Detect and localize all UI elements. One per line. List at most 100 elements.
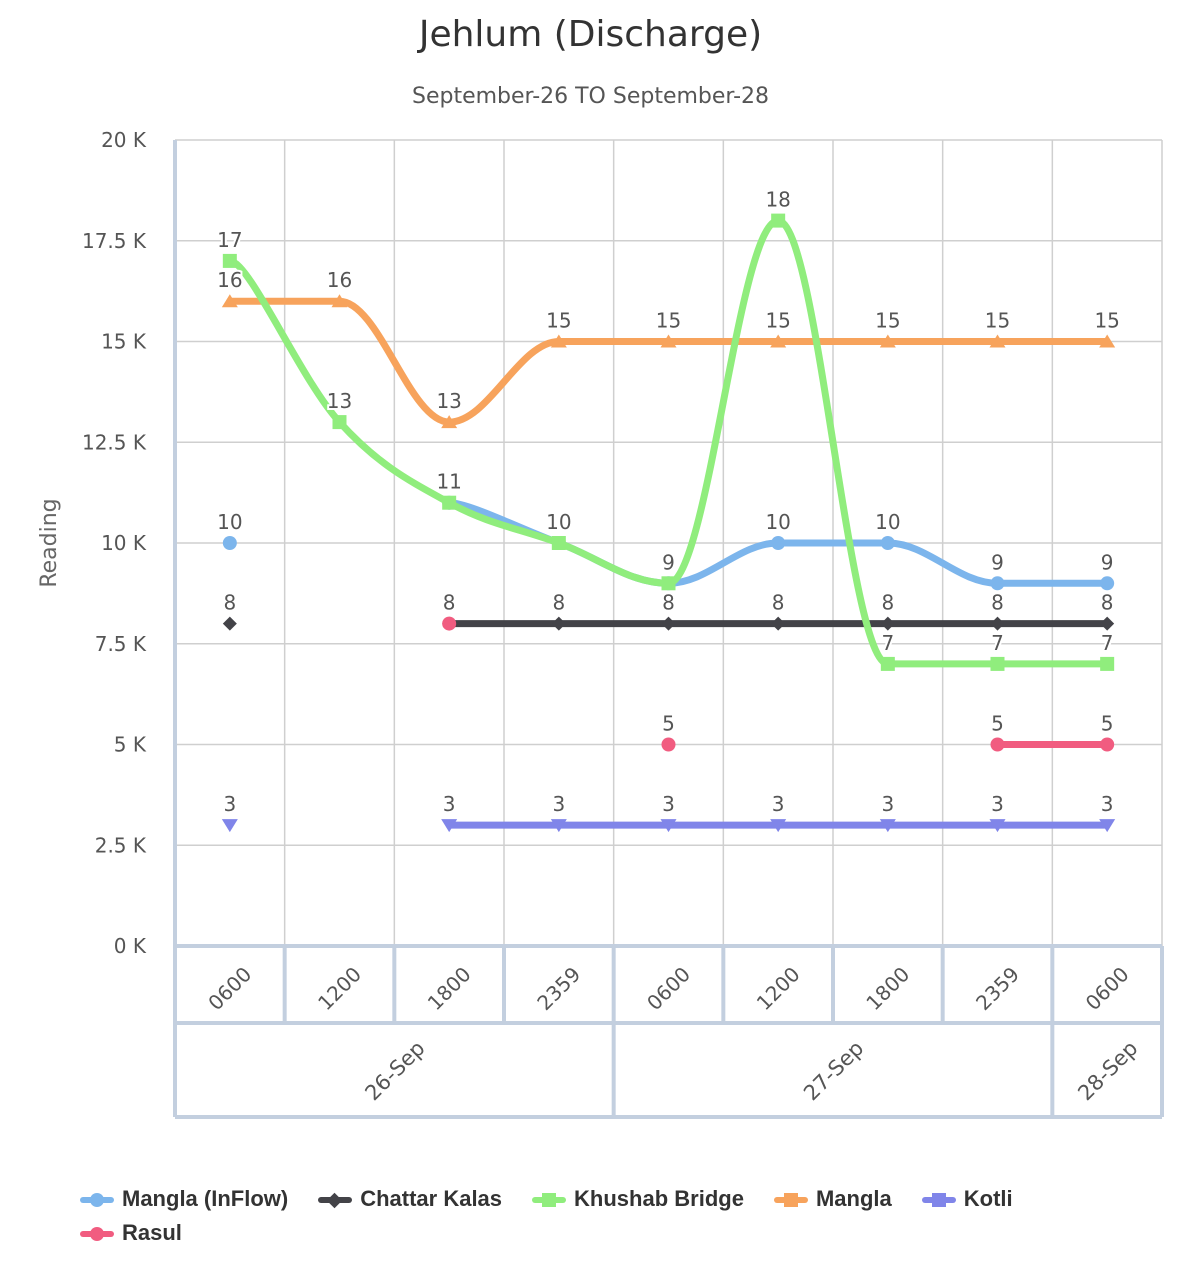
- data-point-mangla: [989, 334, 1006, 348]
- data-point-mangla: [550, 334, 567, 348]
- legend-item-kotli[interactable]: Kotli: [921, 1186, 1013, 1212]
- x-tick-label: 1800: [861, 962, 914, 1015]
- plot-area: 0 K 2.5 K 5 K 7.5 K 10 K 12.5 K 15 K 17.5 K 20 K…: [37, 128, 1164, 1119]
- data-label-chattar-kalas: 8: [552, 591, 565, 615]
- x-tick-label: 2359: [532, 962, 585, 1015]
- data-label-chattar-kalas: 8: [223, 591, 236, 615]
- legend-swatch: [921, 1193, 956, 1208]
- data-label-khushab-bridge: 7: [1101, 631, 1114, 655]
- data-point-kotli: [221, 819, 238, 833]
- data-label-kotli: 3: [552, 792, 565, 816]
- data-point-khushab-bridge: [1100, 656, 1115, 671]
- x-group-label: 26-Sep: [360, 1036, 429, 1105]
- data-point-mangla: [441, 415, 458, 429]
- legend-label: Chattar Kalas: [360, 1186, 503, 1211]
- data-label-mangla: 15: [656, 309, 681, 333]
- data-point-mangla: [879, 334, 896, 348]
- data-label-kotli: 3: [1101, 792, 1114, 816]
- data-point-chattar-kalas: [661, 616, 676, 631]
- data-point-khushab-bridge: [332, 415, 347, 430]
- legend-swatch: [80, 1227, 114, 1242]
- data-label-kotli: 3: [223, 792, 236, 816]
- data-label-mangla: 15: [985, 309, 1010, 333]
- data-label-kotli: 3: [443, 792, 456, 816]
- data-point-mangla-inflow: [771, 536, 786, 550]
- y-axis-title: Reading: [37, 498, 62, 587]
- data-point-chattar-kalas: [880, 616, 895, 631]
- data-label-mangla: 15: [1094, 309, 1119, 333]
- data-point-mangla-inflow: [880, 536, 895, 550]
- data-point-khushab-bridge: [990, 656, 1005, 671]
- data-point-rasul: [661, 737, 676, 752]
- data-label-mangla-inflow: 10: [546, 510, 571, 534]
- data-point-mangla: [331, 294, 348, 308]
- data-label-mangla: 15: [765, 309, 790, 333]
- y-tick-label: 7.5 K: [95, 632, 147, 656]
- data-label-mangla-inflow: 9: [1101, 550, 1114, 574]
- chart-title: Jehlum (Discharge): [418, 14, 763, 55]
- x-group-label: 27-Sep: [799, 1036, 868, 1105]
- legend-swatch: [773, 1193, 808, 1208]
- data-label-mangla: 13: [436, 389, 461, 413]
- y-tick-label: 2.5 K: [95, 833, 147, 857]
- x-tick-label: 1200: [313, 962, 366, 1015]
- data-point-mangla-inflow: [222, 536, 237, 550]
- data-label-rasul: 5: [662, 712, 675, 736]
- data-point-kotli: [660, 819, 677, 833]
- data-point-kotli: [550, 819, 567, 833]
- data-point-kotli: [989, 819, 1006, 833]
- data-label-mangla-inflow: 10: [765, 510, 790, 534]
- data-point-chattar-kalas: [551, 616, 566, 631]
- data-point-mangla-inflow: [1100, 576, 1115, 591]
- data-point-khushab-bridge: [880, 656, 895, 671]
- legend-swatch: [318, 1197, 353, 1204]
- data-label-khushab-bridge: 9: [662, 550, 675, 574]
- data-point-khushab-bridge: [551, 536, 566, 550]
- chart-subtitle: September-26 TO September-28: [412, 84, 769, 109]
- data-point-kotli: [1099, 819, 1116, 833]
- data-label-mangla: 16: [217, 268, 242, 292]
- legend-item-mangla-inflow[interactable]: Mangla (InFlow): [80, 1186, 288, 1212]
- data-point-khushab-bridge: [442, 495, 457, 510]
- data-point-khushab-bridge: [771, 213, 786, 228]
- data-label-khushab-bridge: 18: [765, 188, 790, 212]
- data-point-chattar-kalas: [1100, 616, 1115, 631]
- y-tick-label: 15 K: [101, 330, 147, 354]
- data-point-mangla: [660, 334, 677, 348]
- legend-label: Rasul: [122, 1220, 182, 1245]
- data-point-mangla-inflow: [990, 576, 1005, 591]
- legend-label: Khushab Bridge: [574, 1186, 744, 1211]
- data-label-chattar-kalas: 8: [772, 591, 785, 615]
- data-label-khushab-bridge: 7: [991, 631, 1004, 655]
- data-point-rasul: [1100, 737, 1115, 752]
- legend-item-mangla[interactable]: Mangla: [773, 1186, 892, 1212]
- legend-item-chattar-kalas[interactable]: Chattar Kalas: [318, 1186, 502, 1212]
- legend-item-khushab-bridge[interactable]: Khushab Bridge: [532, 1186, 744, 1212]
- data-label-chattar-kalas: 8: [1101, 591, 1114, 615]
- data-point-khushab-bridge: [222, 253, 237, 268]
- y-tick-label: 0 K: [114, 934, 147, 958]
- y-tick-label: 17.5 K: [82, 229, 147, 253]
- legend-label: Kotli: [963, 1186, 1013, 1211]
- y-tick-label: 10 K: [101, 531, 147, 555]
- data-label-khushab-bridge: 11: [436, 470, 461, 494]
- data-point-rasul: [990, 737, 1005, 752]
- data-point-mangla: [1099, 334, 1116, 348]
- data-point-kotli: [441, 819, 458, 833]
- data-point-rasul: [442, 616, 457, 631]
- data-label-rasul: 5: [991, 712, 1004, 736]
- data-label-chattar-kalas: 8: [881, 591, 894, 615]
- legend-swatch: [80, 1193, 114, 1208]
- data-point-chattar-kalas: [990, 616, 1005, 631]
- legend-swatch: [532, 1193, 567, 1208]
- data-label-rasul: 8: [443, 591, 456, 615]
- data-point-mangla: [770, 334, 787, 348]
- data-label-rasul: 5: [1101, 712, 1114, 736]
- data-label-mangla-inflow: 11: [436, 470, 461, 494]
- legend-item-rasul[interactable]: Rasul: [80, 1220, 182, 1246]
- data-label-khushab-bridge: 17: [217, 228, 242, 252]
- data-label-mangla-inflow: 9: [662, 550, 675, 574]
- x-tick-label: 0600: [203, 962, 256, 1015]
- data-label-mangla-inflow: 10: [217, 510, 242, 534]
